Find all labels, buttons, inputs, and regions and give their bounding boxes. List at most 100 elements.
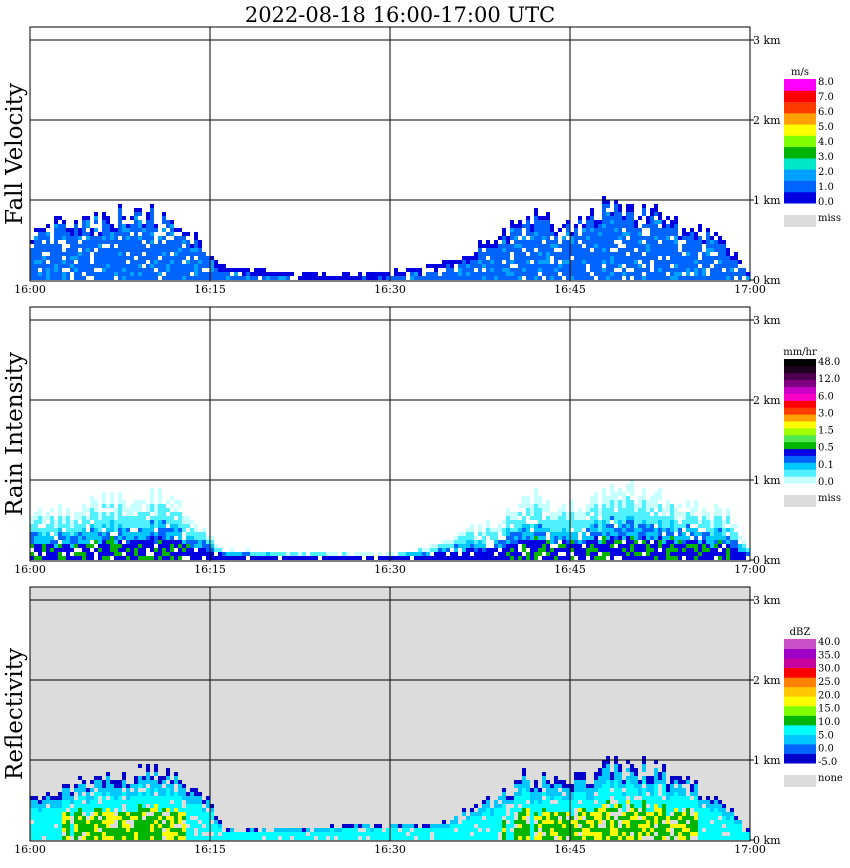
- echo-cell: [102, 804, 106, 808]
- echo-cell: [70, 244, 74, 248]
- echo-cell: [606, 248, 610, 252]
- echo-cell: [526, 268, 530, 272]
- echo-cell: [526, 240, 530, 244]
- echo-cell: [626, 792, 630, 796]
- echo-cell: [478, 240, 482, 244]
- echo-cell: [110, 268, 114, 272]
- echo-cell: [690, 792, 694, 796]
- echo-cell: [694, 236, 698, 240]
- echo-cell: [422, 832, 426, 836]
- echo-cell: [154, 264, 158, 268]
- echo-cell: [662, 780, 666, 784]
- echo-cell: [250, 272, 254, 276]
- echo-cell: [594, 532, 598, 536]
- echo-cell: [106, 832, 110, 836]
- echo-cell: [466, 532, 470, 536]
- echo-cell: [714, 512, 718, 516]
- echo-cell: [46, 552, 50, 556]
- echo-cell: [146, 544, 150, 548]
- echo-cell: [278, 272, 282, 276]
- echo-cell: [98, 804, 102, 808]
- echo-cell: [686, 796, 690, 800]
- echo-cell: [666, 804, 670, 808]
- echo-cell: [622, 552, 626, 556]
- echo-cell: [682, 836, 686, 840]
- echo-cell: [146, 252, 150, 256]
- echo-cell: [666, 824, 670, 828]
- echo-cell: [490, 268, 494, 272]
- echo-cell: [614, 808, 618, 812]
- echo-cell: [362, 836, 366, 840]
- echo-cell: [618, 224, 622, 228]
- echo-cell: [614, 540, 618, 544]
- echo-cell: [66, 520, 70, 524]
- echo-cell: [590, 256, 594, 260]
- echo-cell: [690, 268, 694, 272]
- echo-cell: [542, 540, 546, 544]
- echo-cell: [714, 804, 718, 808]
- echo-cell: [30, 240, 34, 244]
- echo-cell: [666, 812, 670, 816]
- echo-cell: [102, 516, 106, 520]
- echo-cell: [582, 784, 586, 788]
- echo-cell: [522, 804, 526, 808]
- echo-cell: [602, 804, 606, 808]
- echo-cell: [682, 548, 686, 552]
- echo-cell: [582, 548, 586, 552]
- echo-cell: [102, 780, 106, 784]
- echo-cell: [126, 804, 130, 808]
- echo-cell: [106, 536, 110, 540]
- echo-cell: [638, 276, 642, 280]
- echo-cell: [182, 548, 186, 552]
- echo-cell: [510, 272, 514, 276]
- echo-cell: [138, 508, 142, 512]
- echo-cell: [526, 804, 530, 808]
- echo-cell: [90, 236, 94, 240]
- echo-cell: [618, 828, 622, 832]
- echo-cell: [114, 260, 118, 264]
- echo-cell: [634, 788, 638, 792]
- echo-cell: [690, 244, 694, 248]
- echo-cell: [270, 836, 274, 840]
- echo-cell: [634, 508, 638, 512]
- echo-cell: [478, 544, 482, 548]
- echo-cell: [234, 268, 238, 272]
- echo-cell: [670, 528, 674, 532]
- echo-cell: [158, 816, 162, 820]
- echo-cell: [654, 544, 658, 548]
- echo-cell: [94, 508, 98, 512]
- echo-cell: [534, 496, 538, 500]
- echo-cell: [102, 556, 106, 560]
- echo-cell: [494, 556, 498, 560]
- echo-cell: [166, 232, 170, 236]
- echo-cell: [122, 268, 126, 272]
- echo-cell: [574, 532, 578, 536]
- echo-cell: [198, 248, 202, 252]
- echo-cell: [206, 260, 210, 264]
- echo-cell: [102, 264, 106, 268]
- echo-cell: [714, 796, 718, 800]
- echo-cell: [534, 244, 538, 248]
- echo-cell: [674, 824, 678, 828]
- echo-cell: [674, 832, 678, 836]
- echo-cell: [130, 832, 134, 836]
- echo-cell: [194, 552, 198, 556]
- echo-cell: [674, 788, 678, 792]
- echo-cell: [710, 832, 714, 836]
- echo-cell: [622, 248, 626, 252]
- echo-cell: [674, 796, 678, 800]
- echo-cell: [86, 216, 90, 220]
- echo-cell: [546, 540, 550, 544]
- echo-cell: [538, 216, 542, 220]
- echo-cell: [622, 260, 626, 264]
- echo-cell: [318, 832, 322, 836]
- echo-cell: [450, 268, 454, 272]
- echo-cell: [38, 804, 42, 808]
- echo-cell: [674, 536, 678, 540]
- echo-cell: [730, 816, 734, 820]
- echo-cell: [610, 516, 614, 520]
- echo-cell: [522, 496, 526, 500]
- echo-cell: [34, 512, 38, 516]
- y-tick-label: 0 km: [753, 834, 781, 847]
- echo-cell: [666, 244, 670, 248]
